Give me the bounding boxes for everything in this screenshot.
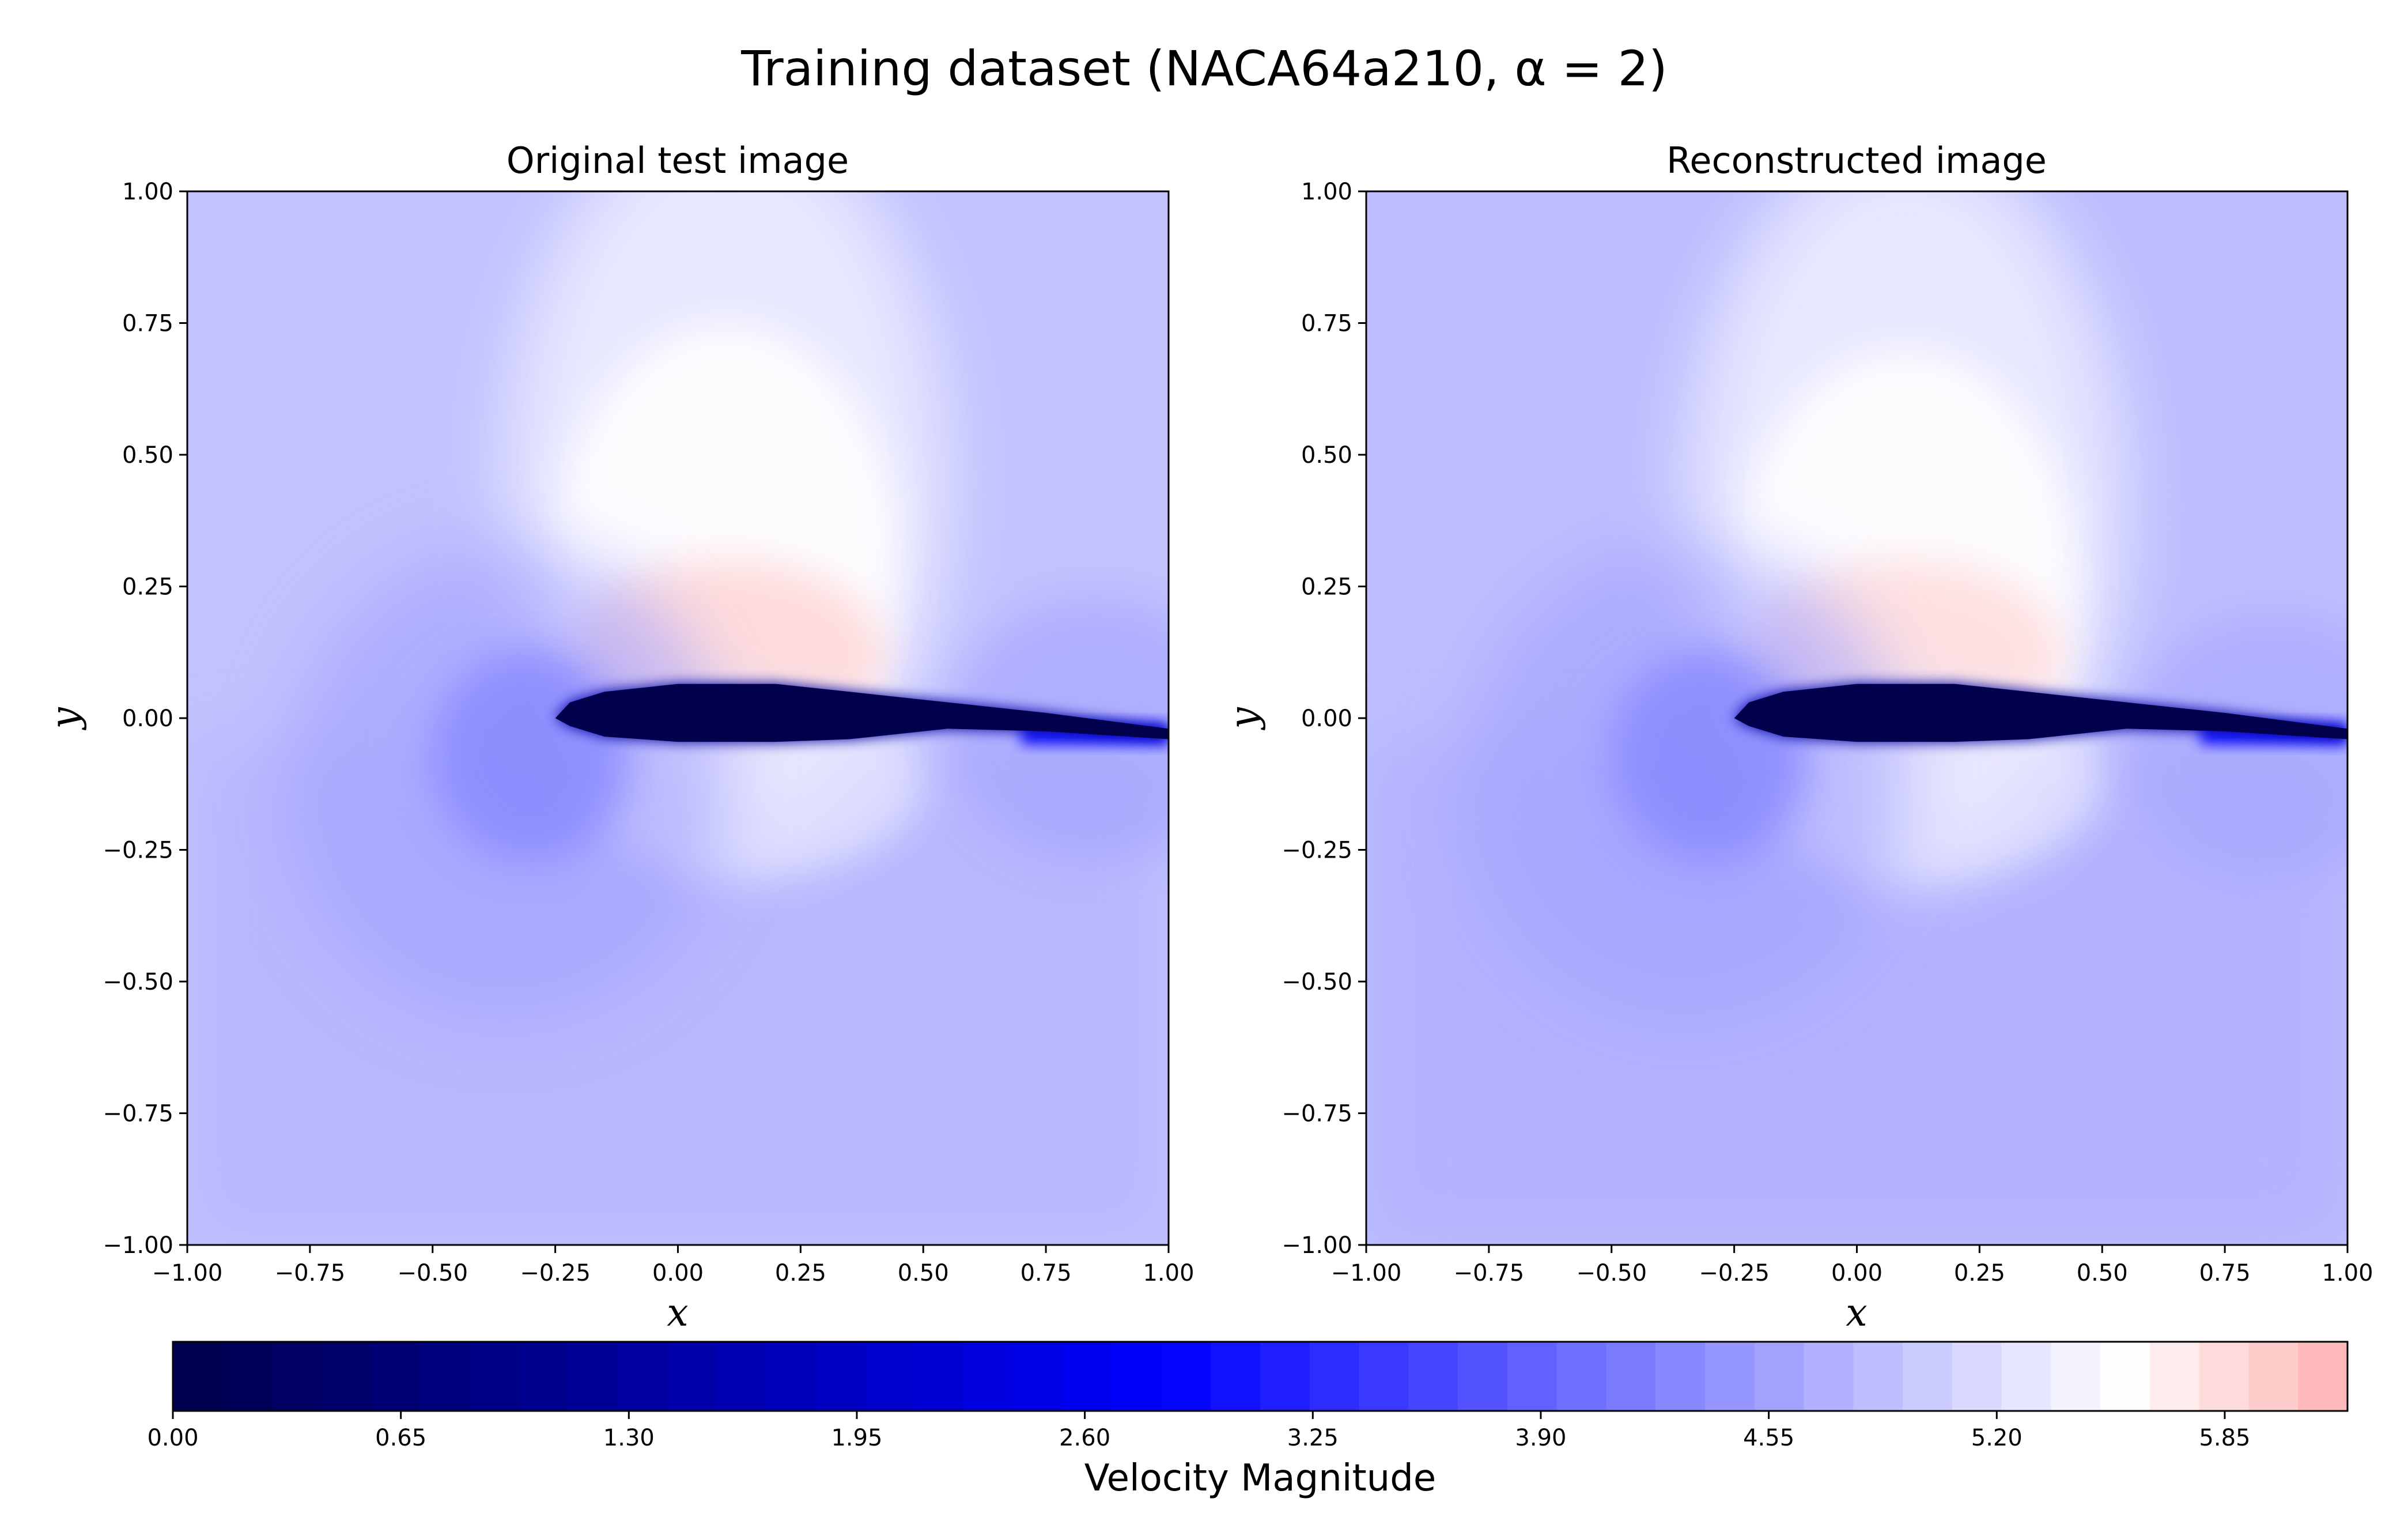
- x-ticks-original: −1.00 −0.75 −0.50 −0.25 0.00 0.25 0.50 0.75 1.00: [152, 1245, 1194, 1286]
- x-tick-label: 0.00: [652, 1260, 704, 1286]
- y-tick-label: −1.00: [103, 1232, 173, 1259]
- x-tick-label: 0.50: [2077, 1260, 2128, 1286]
- colorbar-tick-label: 1.30: [603, 1425, 655, 1451]
- x-tick-label: −0.25: [1699, 1260, 1770, 1286]
- colorbar-tick-label: 0.65: [375, 1425, 426, 1451]
- colorbar-tick-label: 5.20: [1971, 1425, 2023, 1451]
- x-tick-label: −0.50: [1576, 1260, 1647, 1286]
- y-ticks-reconstructed: −1.00 −0.75 −0.50 −0.25 0.00 0.25 0.50 0.75 1.00: [1282, 179, 1366, 1259]
- colorbar-tick-label: 1.95: [831, 1425, 882, 1451]
- y-tick-label: −0.50: [103, 969, 173, 995]
- y-tick-label: 0.75: [1301, 311, 1352, 337]
- colorbar-tick-label: 2.60: [1059, 1425, 1110, 1451]
- y-tick-label: 0.00: [1301, 705, 1352, 732]
- colorbar: 0.00 0.65 1.30 1.95 2.60 3.25 3.90 4.55 5.20 5.85…: [147, 1341, 2349, 1500]
- figure-title: Training dataset (NACA64a210, α = 2): [740, 40, 1668, 97]
- x-axis-label-reconstructed: x: [1846, 1290, 1867, 1335]
- x-tick-label: −0.75: [275, 1260, 346, 1286]
- y-tick-label: 0.00: [122, 705, 173, 732]
- x-tick-label: −1.00: [1331, 1260, 1402, 1286]
- colorbar-gradient: [172, 1341, 2349, 1412]
- panel-original: Original test image −1.00 −0.75 −0.50 −0.25…: [43, 139, 1194, 1335]
- x-tick-label: 0.25: [775, 1260, 826, 1286]
- stagnation-zone: [432, 650, 629, 861]
- colorbar-tick-label: 3.25: [1287, 1425, 1339, 1451]
- y-axis-label-original: y: [43, 707, 87, 731]
- y-tick-label: 0.50: [122, 442, 173, 469]
- y-tick-label: −0.75: [103, 1101, 173, 1127]
- panel-original-title: Original test image: [506, 139, 849, 182]
- y-tick-label: −0.75: [1282, 1101, 1352, 1127]
- panel-reconstructed-title: Reconstructed image: [1666, 139, 2047, 182]
- x-tick-label: −0.75: [1454, 1260, 1525, 1286]
- x-axis-label-original: x: [667, 1290, 688, 1335]
- stagnation-zone: [1611, 650, 1808, 861]
- x-tick-label: −0.50: [397, 1260, 468, 1286]
- colorbar-tick-label: 0.00: [147, 1425, 198, 1451]
- heatmap-original: [187, 191, 1169, 1245]
- x-tick-label: 0.75: [2199, 1260, 2251, 1286]
- colorbar-tick-label: 4.55: [1743, 1425, 1794, 1451]
- x-tick-label: 0.75: [1020, 1260, 1072, 1286]
- y-tick-label: 1.00: [1301, 179, 1352, 205]
- y-axis-label-reconstructed: y: [1222, 707, 1266, 731]
- y-tick-label: 0.50: [1301, 442, 1352, 469]
- y-tick-label: −0.25: [103, 837, 173, 864]
- y-tick-label: 0.25: [122, 574, 173, 601]
- x-tick-label: −0.25: [520, 1260, 591, 1286]
- x-tick-label: 0.00: [1831, 1260, 1882, 1286]
- colorbar-tick-label: 3.90: [1515, 1425, 1566, 1451]
- colorbar-label: Velocity Magnitude: [1084, 1457, 1436, 1500]
- x-tick-label: 0.25: [1954, 1260, 2005, 1286]
- colorbar-tick-label: 5.85: [2199, 1425, 2250, 1451]
- y-ticks-original: −1.00 −0.75 −0.50 −0.25 0.00 0.25 0.50 0.75 1.00: [103, 179, 187, 1259]
- colorbar-ticks: 0.00 0.65 1.30 1.95 2.60 3.25 3.90 4.55 5.20 5.85: [147, 1411, 2250, 1451]
- x-tick-label: 1.00: [2322, 1260, 2373, 1286]
- y-tick-label: 1.00: [122, 179, 173, 205]
- y-tick-label: 0.75: [122, 311, 173, 337]
- x-tick-label: 0.50: [898, 1260, 949, 1286]
- x-ticks-reconstructed: −1.00 −0.75 −0.50 −0.25 0.00 0.25 0.50 0.75 1.00: [1331, 1245, 2373, 1286]
- y-tick-label: −0.25: [1282, 837, 1352, 864]
- x-tick-label: −1.00: [152, 1260, 223, 1286]
- panel-reconstructed: Reconstructed image −1.00 −0.75 −0.50 −0.25…: [1222, 139, 2373, 1335]
- heatmap-reconstructed: [1366, 191, 2347, 1245]
- y-tick-label: −1.00: [1282, 1232, 1352, 1259]
- x-tick-label: 1.00: [1143, 1260, 1194, 1286]
- airfoil-body: [1734, 684, 2347, 742]
- airfoil-body: [555, 684, 1169, 742]
- y-tick-label: −0.50: [1282, 969, 1352, 995]
- y-tick-label: 0.25: [1301, 574, 1352, 601]
